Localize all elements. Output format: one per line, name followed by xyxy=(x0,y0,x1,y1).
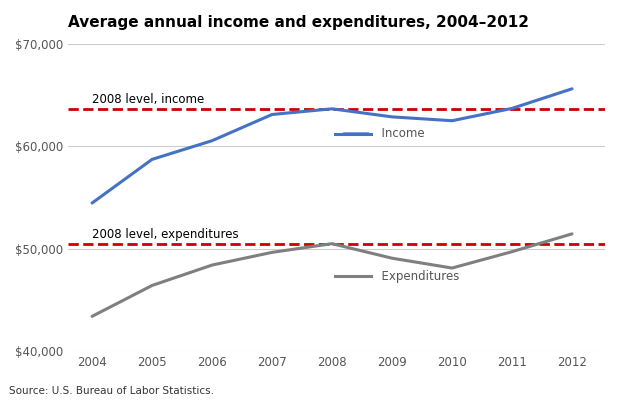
Text: Average annual income and expenditures, 2004–2012: Average annual income and expenditures, … xyxy=(68,15,529,30)
Text: Expenditures: Expenditures xyxy=(374,270,459,283)
Text: 2008 level, expenditures: 2008 level, expenditures xyxy=(92,228,239,240)
Text: Source: U.S. Bureau of Labor Statistics.: Source: U.S. Bureau of Labor Statistics. xyxy=(9,386,215,396)
Text: Income: Income xyxy=(374,127,425,140)
Text: 2008 level, income: 2008 level, income xyxy=(92,93,205,106)
